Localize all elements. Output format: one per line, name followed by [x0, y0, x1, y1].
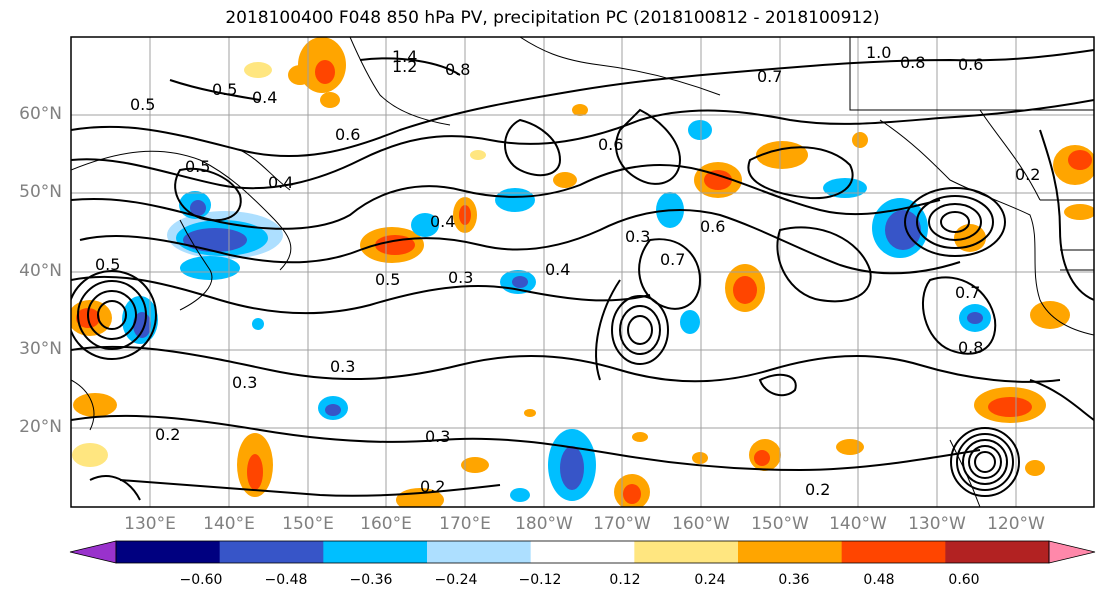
- pv-contours: [71, 49, 1094, 501]
- colorbar-tick-label: 0.36: [778, 572, 810, 588]
- contour-label: 0.6: [598, 135, 623, 154]
- colorbar-tick-label: 0.12: [609, 572, 641, 588]
- contour-label: 0.5: [212, 80, 237, 99]
- contour-label: 0.5: [375, 270, 400, 289]
- colorbar-outline: [115, 540, 1050, 564]
- colorbar-segment: [219, 541, 324, 563]
- colorbar: [69, 540, 1096, 564]
- contour-label: 0.3: [625, 227, 650, 246]
- lon-label: 170°W: [593, 514, 651, 534]
- lat-label: 40°N: [19, 261, 62, 281]
- contour-label: 0.3: [232, 373, 257, 392]
- lat-label: 20°N: [19, 417, 62, 437]
- contour-label: 0.4: [545, 260, 570, 279]
- contour-label: 0.3: [425, 427, 450, 446]
- colorbar-tick-label: −0.60: [179, 572, 223, 588]
- colorbar-segment: [634, 541, 739, 563]
- contour-label: 0.5: [185, 157, 210, 176]
- colorbar-tick-label: 0.48: [863, 572, 895, 588]
- contour-label: 0.7: [757, 67, 782, 86]
- contour-label: 1.2: [392, 57, 417, 76]
- lon-label: 130°W: [908, 514, 966, 534]
- contour-label: 0.8: [900, 53, 925, 72]
- contour-label: 0.2: [1015, 165, 1040, 184]
- colorbar-segment: [427, 541, 532, 563]
- contour-label: 0.5: [130, 95, 155, 114]
- lon-label: 160°E: [360, 514, 412, 534]
- contour-label: 0.2: [805, 480, 830, 499]
- lon-label: 140°W: [829, 514, 887, 534]
- colorbar-segment: [530, 541, 635, 563]
- contour-labels: 1.41.2 1.0 0.8 0.8 0.7 0.7 0.6 0.6 0.6 0.5 0.5 0.5 0…: [95, 43, 1040, 499]
- contour-label: 0.6: [958, 55, 983, 74]
- gridlines: [71, 37, 1094, 507]
- colorbar-segment: [945, 541, 1050, 563]
- contour-label: 0.3: [330, 357, 355, 376]
- colorbar-tick-label: −0.12: [518, 572, 562, 588]
- lon-label: 150°E: [282, 514, 334, 534]
- colorbar-tick-label: −0.48: [264, 572, 308, 588]
- lon-label: 160°W: [672, 514, 730, 534]
- colorbar-tick-label: −0.24: [434, 572, 478, 588]
- lon-label: 140°E: [203, 514, 255, 534]
- lat-label: 50°N: [19, 182, 62, 202]
- colorbar-tick-label: −0.36: [349, 572, 393, 588]
- contour-label: 0.5: [95, 255, 120, 274]
- map-title: 2018100400 F048 850 hPa PV, precipitatio…: [225, 8, 880, 28]
- lon-label: 150°W: [751, 514, 809, 534]
- colorbar-arrow-low: [69, 540, 117, 564]
- colorbar-segment: [841, 541, 946, 563]
- lon-label: 120°W: [987, 514, 1045, 534]
- colorbar-segment: [738, 541, 843, 563]
- contour-label: 0.7: [955, 283, 980, 302]
- lat-label: 30°N: [19, 339, 62, 359]
- lat-label: 60°N: [19, 104, 62, 124]
- colorbar-tick-label: 0.60: [948, 572, 980, 588]
- contour-label: 1.4: [392, 47, 417, 66]
- lon-label: 180°W: [515, 514, 573, 534]
- colorbar-arrow-high: [1048, 540, 1096, 564]
- contour-label: 0.4: [268, 173, 293, 192]
- contour-label: 0.7: [660, 250, 685, 269]
- contour-label: 0.3: [448, 268, 473, 287]
- contour-label: 1.0: [866, 43, 891, 62]
- colorbar-segment: [323, 541, 428, 563]
- lon-label: 170°E: [439, 514, 491, 534]
- map-frame: [70, 36, 1095, 508]
- contour-label: 0.2: [420, 477, 445, 496]
- contour-label: 0.4: [430, 212, 455, 231]
- contour-label: 0.8: [445, 60, 470, 79]
- contour-label: 0.2: [155, 425, 180, 444]
- lon-label: 130°E: [124, 514, 176, 534]
- contour-label: 0.8: [958, 338, 983, 357]
- colorbar-tick-label: 0.24: [694, 572, 726, 588]
- precipitation-shading: [71, 37, 1094, 507]
- contour-label: 0.6: [335, 125, 360, 144]
- colorbar-segment: [116, 541, 221, 563]
- contour-label: 0.4: [252, 88, 277, 107]
- contour-label: 0.6: [700, 217, 725, 236]
